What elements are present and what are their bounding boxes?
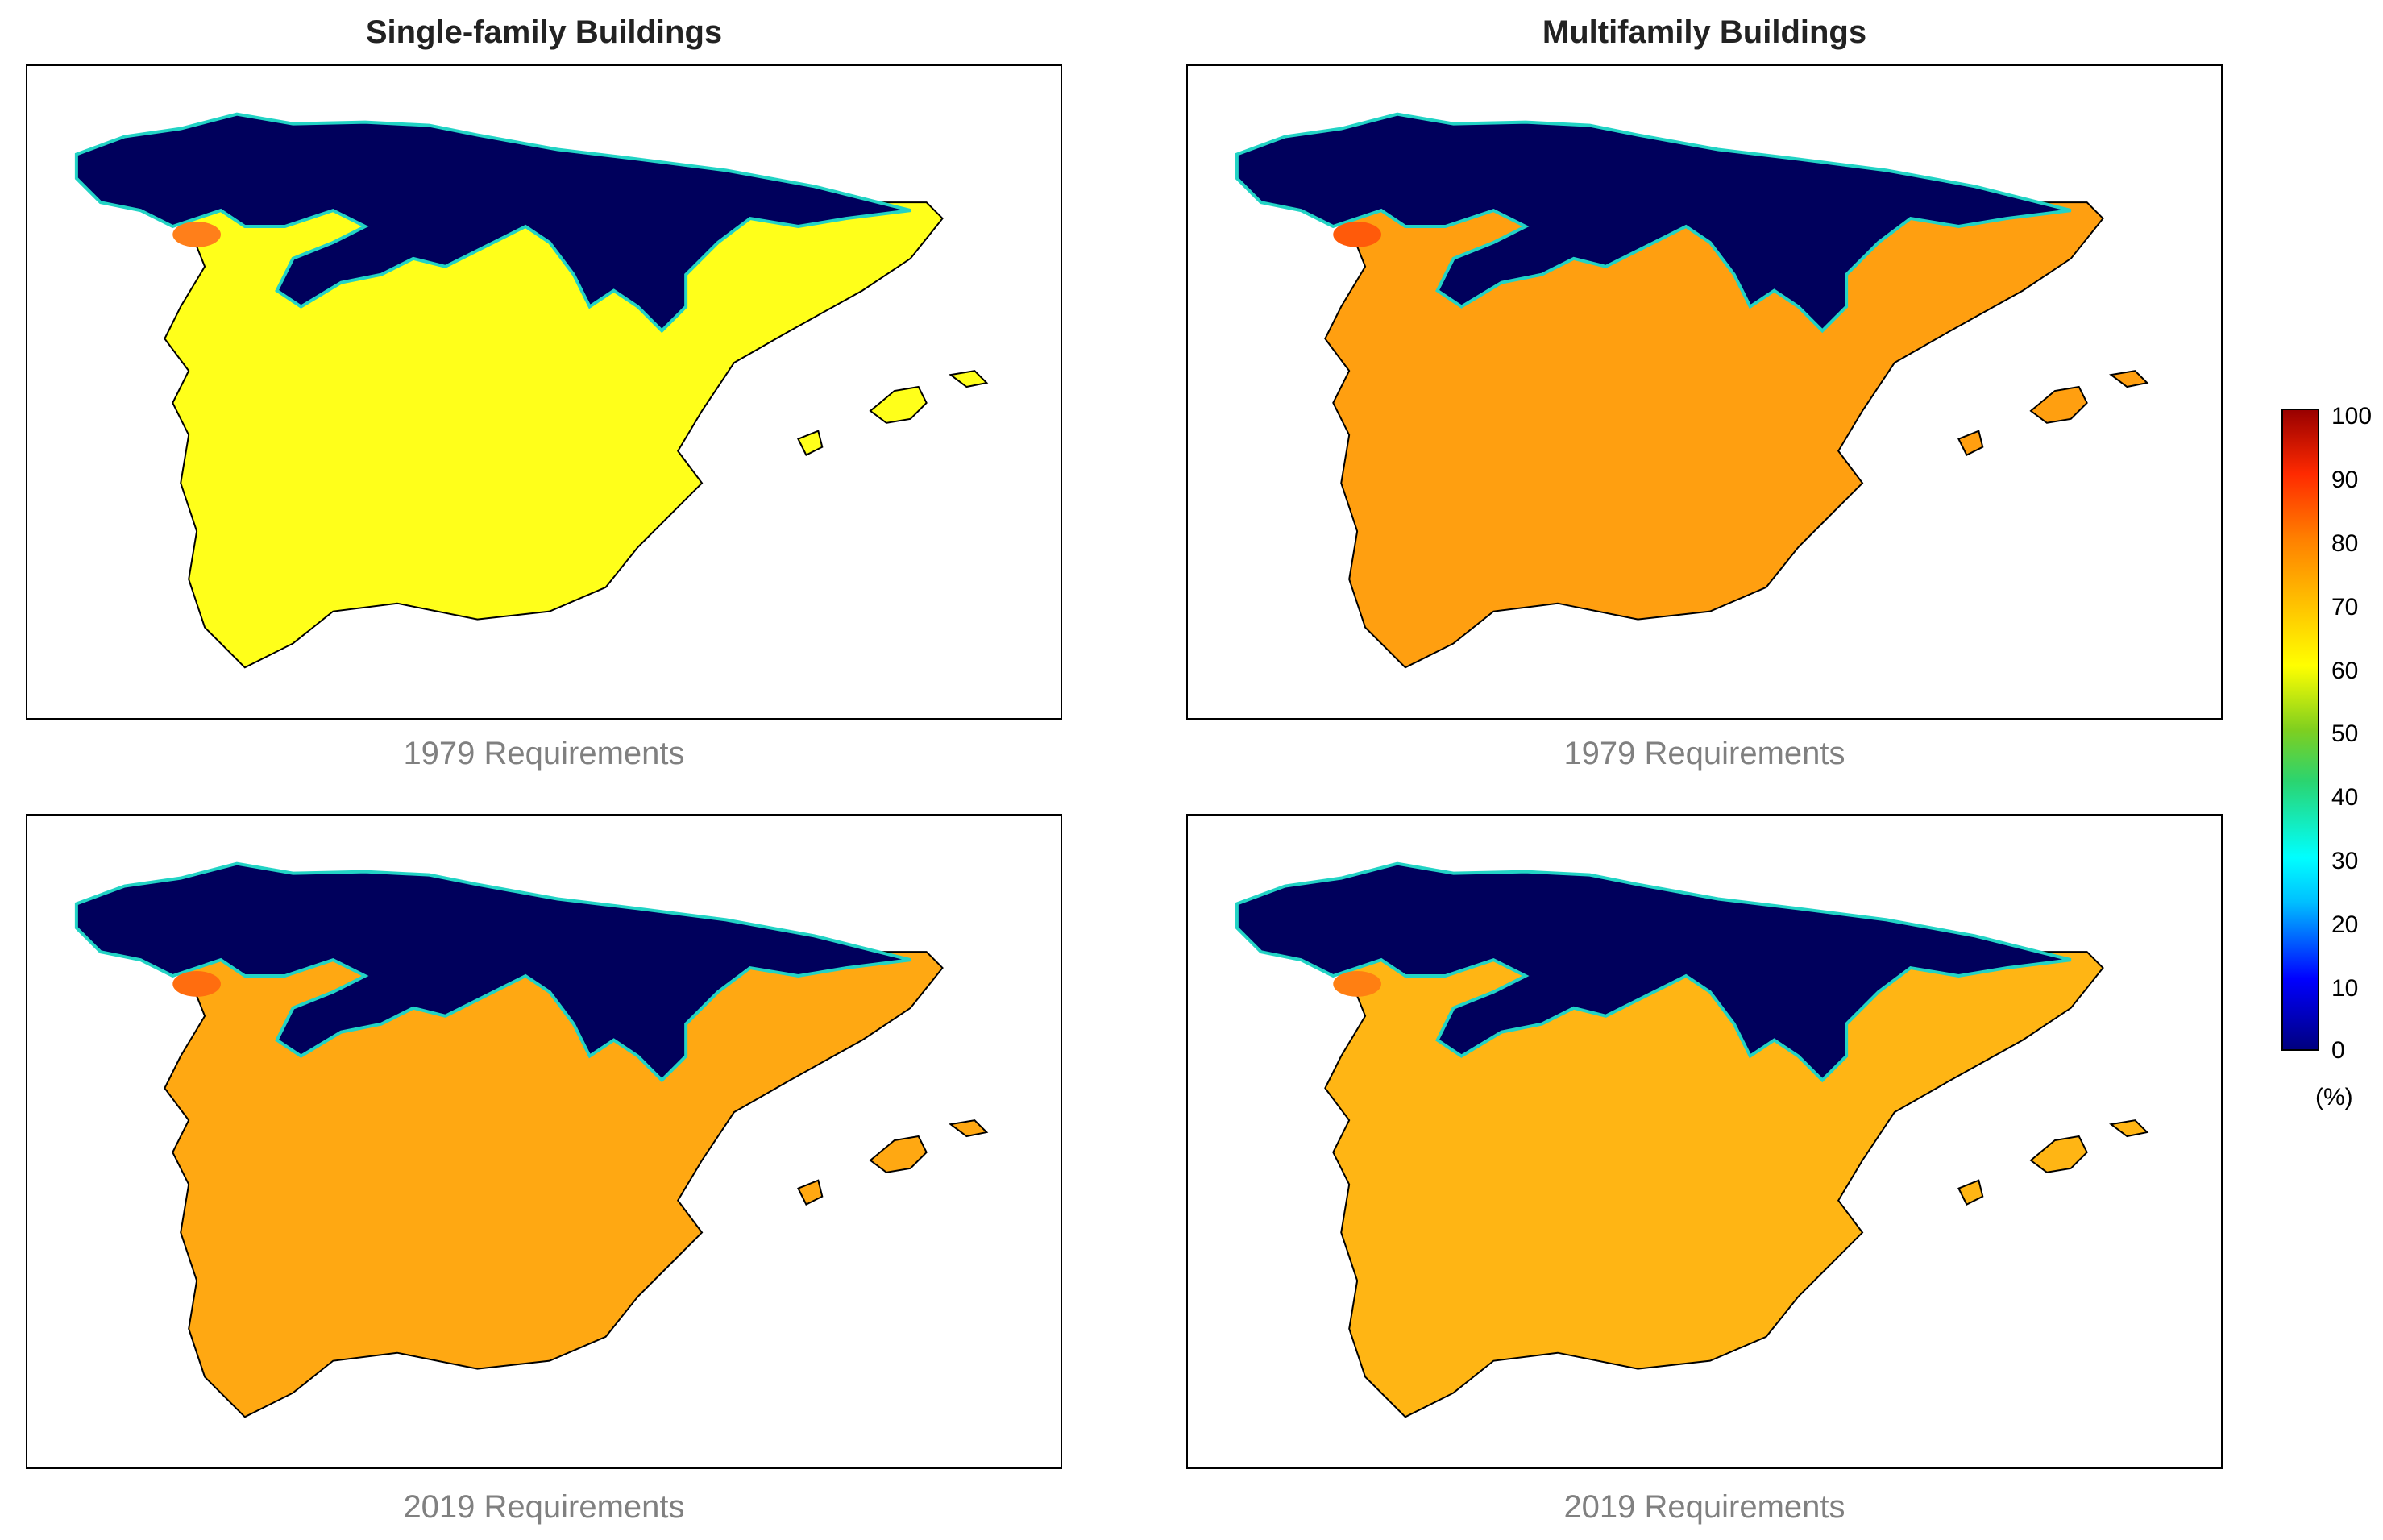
northern-region <box>1235 112 2072 334</box>
colorbar-tick: 0 <box>2331 1037 2345 1064</box>
map-panel-single-family-2019 <box>26 814 1062 1469</box>
menorca-island <box>949 1119 989 1138</box>
colorbar-tick: 100 <box>2331 403 2373 430</box>
colorbar-tick: 90 <box>2331 467 2359 493</box>
spain-map <box>74 861 989 1418</box>
ibiza-island <box>1957 430 1984 456</box>
spain-map <box>74 112 989 669</box>
colorbar-tick: 20 <box>2331 911 2359 938</box>
ibiza-island <box>797 1179 824 1206</box>
northern-region <box>74 112 911 334</box>
column-title-single-family: Single-family Buildings <box>365 15 723 50</box>
colorbar-tick: 10 <box>2331 975 2359 1002</box>
ibiza-island <box>1957 1179 1984 1206</box>
panel-caption: 1979 Requirements <box>403 736 685 771</box>
colorbar-tick: 60 <box>2331 658 2359 684</box>
mallorca-island <box>2029 1135 2088 1173</box>
northern-region <box>74 861 911 1083</box>
panel-caption: 2019 Requirements <box>403 1489 685 1525</box>
colorbar-tick: 50 <box>2331 720 2359 747</box>
menorca-island <box>2109 370 2149 388</box>
colorbar-unit: (%) <box>2315 1084 2353 1110</box>
map-panel-multifamily-2019 <box>1186 814 2223 1469</box>
panel-caption: 2019 Requirements <box>1563 1489 1845 1525</box>
mallorca-island <box>869 385 928 424</box>
hot-spot <box>1333 971 1381 997</box>
hot-spot <box>172 222 221 247</box>
colorbar-tick: 40 <box>2331 784 2359 811</box>
map-panel-single-family-1979 <box>26 64 1062 720</box>
mallorca-island <box>869 1135 928 1173</box>
northern-region <box>1235 861 2072 1083</box>
hot-spot <box>1333 222 1381 247</box>
map-panel-multifamily-1979 <box>1186 64 2223 720</box>
colorbar-tick: 70 <box>2331 594 2359 621</box>
ibiza-island <box>797 430 824 456</box>
column-title-multifamily: Multifamily Buildings <box>1542 15 1867 50</box>
spain-map <box>1235 861 2149 1418</box>
spain-map <box>1235 112 2149 669</box>
hot-spot <box>172 971 221 997</box>
panel-caption: 1979 Requirements <box>1563 736 1845 771</box>
colorbar-tick: 30 <box>2331 848 2359 874</box>
menorca-island <box>949 370 989 388</box>
menorca-island <box>2109 1119 2149 1138</box>
colorbar <box>2281 409 2319 1051</box>
colorbar-tick: 80 <box>2331 530 2359 557</box>
mallorca-island <box>2029 385 2088 424</box>
